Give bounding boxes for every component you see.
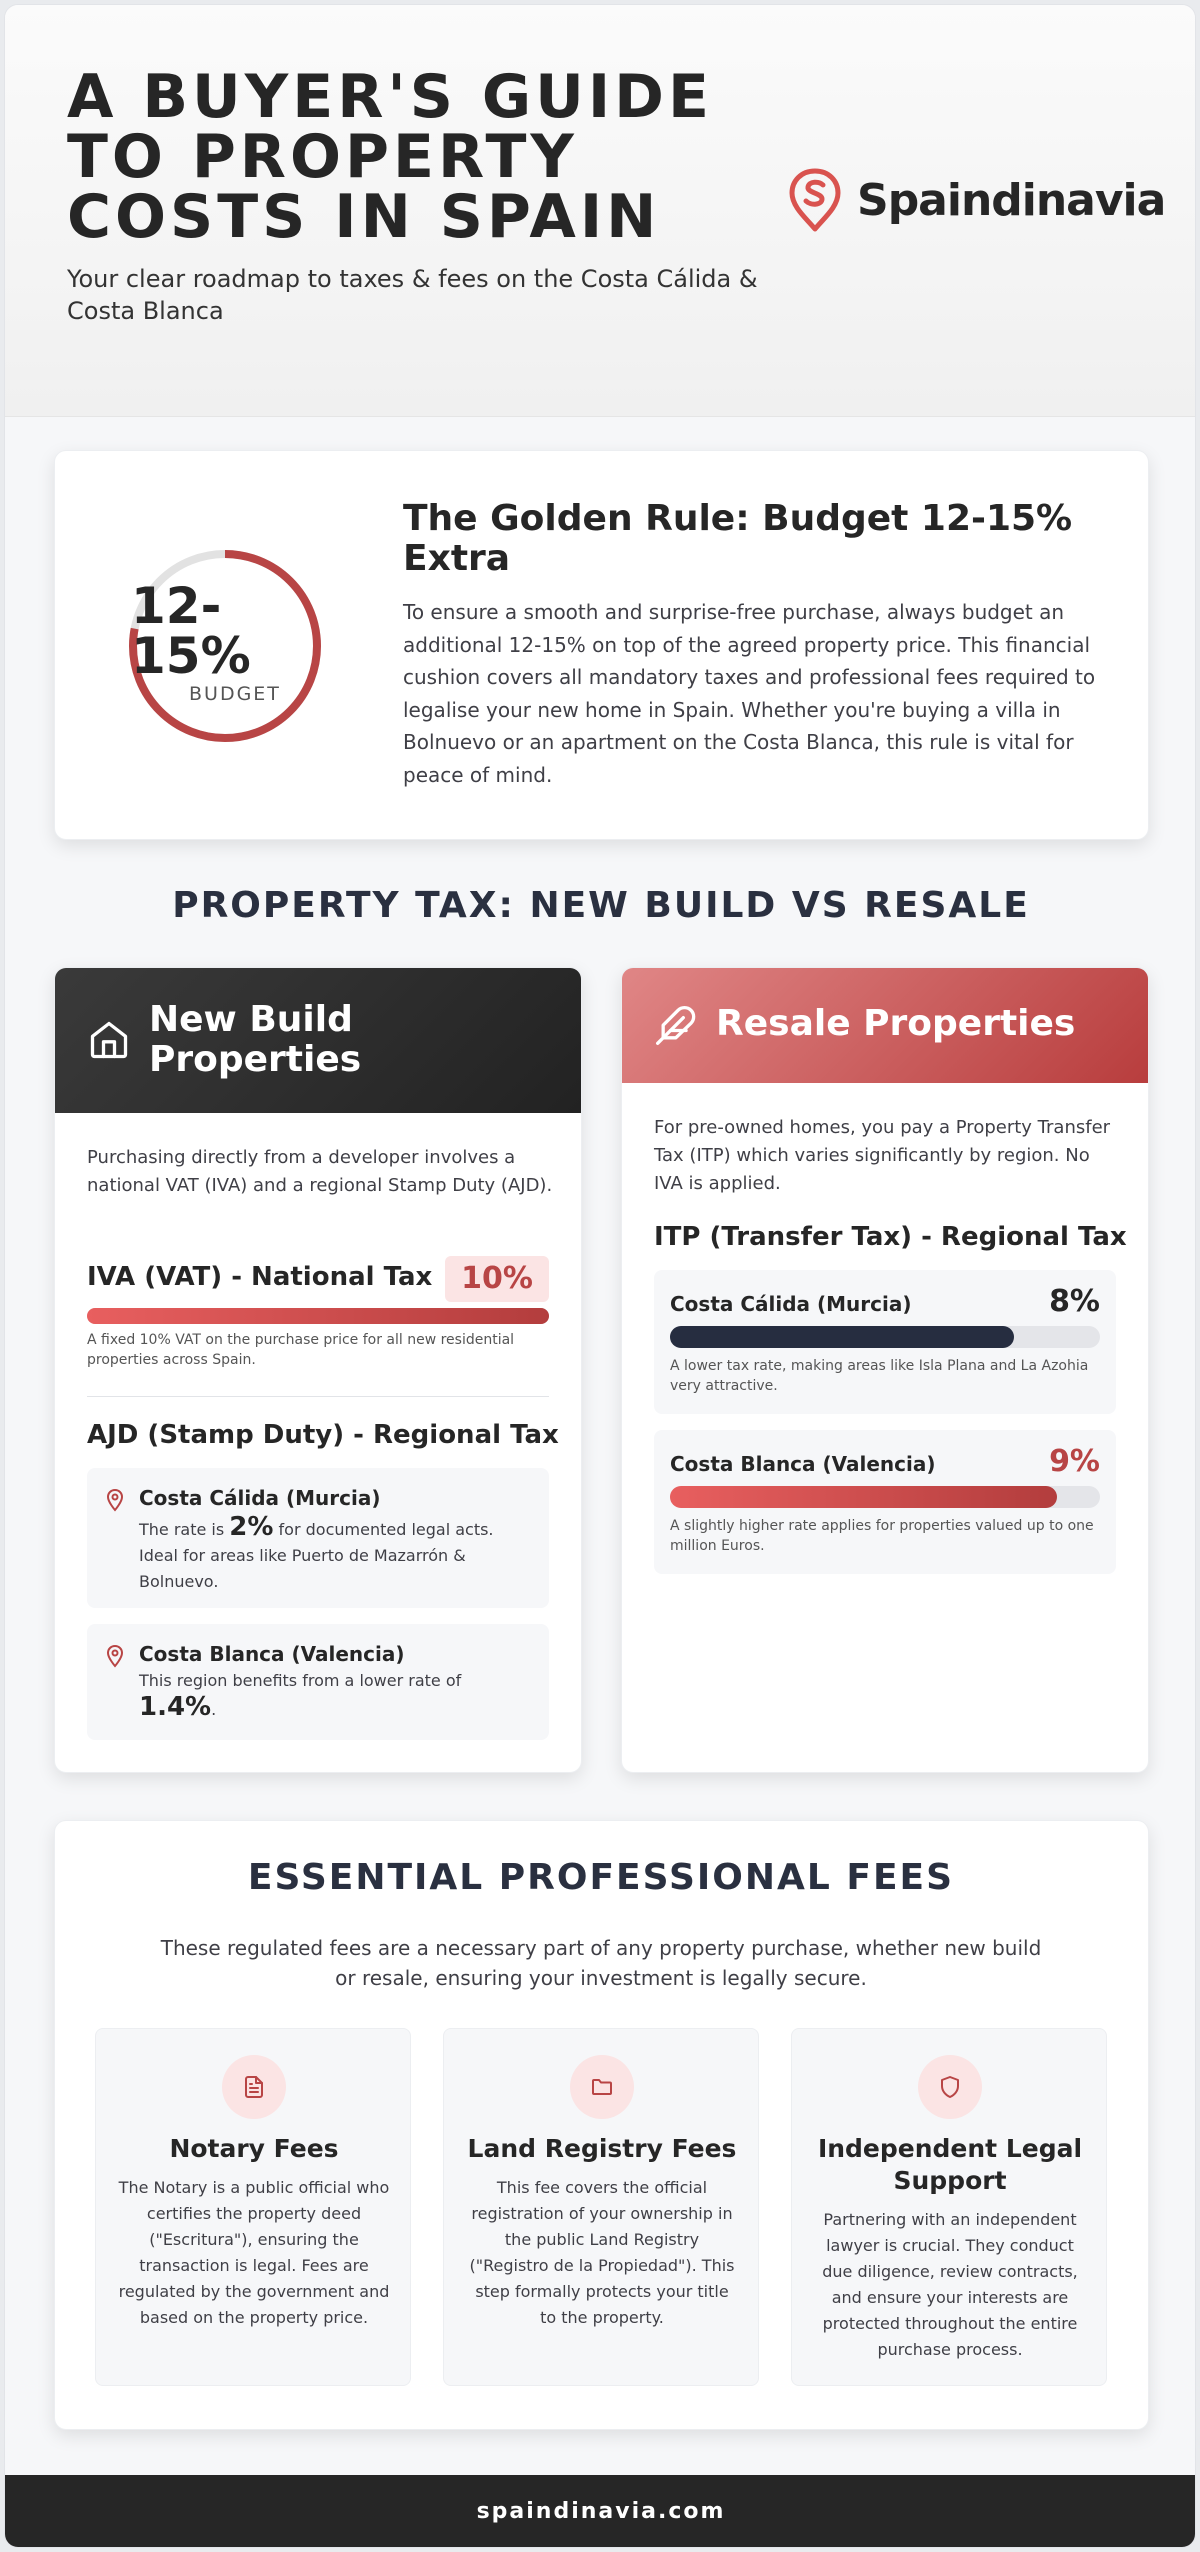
region-text: The rate is 2% for documented legal acts…: [139, 1514, 519, 1595]
fee-title: Notary Fees: [169, 2134, 339, 2163]
page-subtitle: Your clear roadmap to taxes & fees on th…: [67, 265, 758, 325]
document-icon: [245, 2076, 263, 2098]
region-name: Costa Cálida (Murcia): [139, 1486, 381, 1510]
region-text-before: This region benefits from a lower rate o…: [139, 1671, 462, 1690]
fee-icon-circle: [570, 2055, 634, 2119]
itp-note: A lower tax rate, making areas like Isla…: [670, 1358, 1089, 1394]
ajd-region-murcia: Costa Cálida (Murcia) The rate is 2% for…: [87, 1468, 549, 1608]
region-text-after: .: [211, 1700, 217, 1719]
region-text: This region benefits from a lower rate o…: [139, 1668, 519, 1723]
itp-bar: [670, 1486, 1100, 1508]
resale-header: Resale Properties: [622, 968, 1148, 1083]
itp-note: A slightly higher rate applies for prope…: [670, 1518, 1094, 1554]
house-icon: [90, 1021, 128, 1059]
iva-bar: [87, 1308, 549, 1324]
ring-label: BUDGET: [189, 683, 281, 705]
location-pin-s-icon: [789, 168, 841, 232]
shield-icon: [941, 2076, 959, 2098]
resale-card: Resale Properties For pre-owned homes, y…: [621, 967, 1149, 1773]
new-build-card: New Build Properties Purchasing directly…: [54, 967, 582, 1773]
brand-logo: Spaindinavia: [787, 165, 1166, 235]
itp-bar-fill: [670, 1326, 1014, 1348]
new-build-intro: Purchasing directly from a developer inv…: [87, 1147, 553, 1196]
infographic-page: A BUYER'S GUIDE TO PROPERTY COSTS IN SPA…: [4, 4, 1196, 2548]
fee-body: Partnering with an independent lawyer is…: [822, 2210, 1078, 2359]
region-name: Costa Blanca (Valencia): [139, 1642, 405, 1666]
fee-title: Independent Legal Support: [817, 2134, 1083, 2195]
itp-bar: [670, 1326, 1100, 1348]
fees-section-title: ESSENTIAL PROFESSIONAL FEES: [247, 1857, 955, 1898]
itp-region-pct: 9%: [1049, 1444, 1100, 1479]
itp-title: ITP (Transfer Tax) - Regional Tax: [654, 1222, 1127, 1252]
fee-card-land-registry: Land Registry Fees This fee covers the o…: [443, 2028, 759, 2386]
map-pin-icon: [106, 1644, 124, 1668]
region-rate: 1.4%: [139, 1692, 212, 1722]
itp-region-name: Costa Blanca (Valencia): [670, 1452, 936, 1476]
itp-region-murcia: Costa Cálida (Murcia) 8% A lower tax rat…: [654, 1270, 1116, 1414]
region-text-before: The rate is: [139, 1520, 230, 1539]
fees-intro: These regulated fees are a necessary par…: [160, 1936, 1042, 1990]
ring-value: 12-15%: [131, 577, 251, 685]
fee-body: This fee covers the official registratio…: [469, 2178, 735, 2327]
itp-region-pct: 8%: [1049, 1284, 1100, 1319]
fee-icon-circle: [222, 2055, 286, 2119]
budget-ring: [129, 550, 321, 742]
feather-quill-icon: [656, 1005, 696, 1045]
golden-rule-body: To ensure a smooth and surprise-free pur…: [403, 600, 1096, 787]
iva-note: A fixed 10% VAT on the purchase price fo…: [87, 1332, 515, 1368]
fee-icon-circle: [918, 2055, 982, 2119]
iva-pct-badge: 10%: [445, 1256, 549, 1302]
itp-region-valencia: Costa Blanca (Valencia) 9% A slightly hi…: [654, 1430, 1116, 1574]
budget-ring-progress: [129, 550, 321, 742]
fee-body: The Notary is a public official who cert…: [118, 2178, 390, 2327]
hero-header: A BUYER'S GUIDE TO PROPERTY COSTS IN SPA…: [5, 5, 1195, 417]
itp-bar-fill: [670, 1486, 1057, 1508]
ajd-title: AJD (Stamp Duty) - Regional Tax: [87, 1420, 559, 1450]
ajd-region-valencia: Costa Blanca (Valencia) This region bene…: [87, 1624, 549, 1740]
fee-title: Land Registry Fees: [467, 2134, 737, 2163]
region-rate: 2%: [229, 1512, 274, 1542]
resale-title: Resale Properties: [716, 1003, 1076, 1044]
iva-title: IVA (VAT) - National Tax: [87, 1262, 433, 1292]
golden-rule-title: The Golden Rule: Budget 12-15% Extra: [403, 498, 1073, 579]
resale-intro: For pre-owned homes, you pay a Property …: [654, 1117, 1111, 1194]
map-pin-icon: [106, 1488, 124, 1512]
property-tax-section-title: PROPERTY TAX: NEW BUILD VS RESALE: [172, 885, 1030, 926]
footer-website-link[interactable]: spaindinavia.com: [5, 2475, 1195, 2547]
page-title: A BUYER'S GUIDE TO PROPERTY COSTS IN SPA…: [67, 62, 713, 252]
iva-bar-fill: [87, 1308, 549, 1324]
new-build-header: New Build Properties: [55, 968, 581, 1113]
divider: [87, 1396, 549, 1397]
folder-icon: [592, 2079, 612, 2095]
new-build-title: New Build Properties: [149, 999, 362, 1080]
golden-rule-card: 12-15% BUDGET The Golden Rule: Budget 12…: [54, 450, 1149, 840]
fee-card-notary: Notary Fees The Notary is a public offic…: [95, 2028, 411, 2386]
itp-region-name: Costa Cálida (Murcia): [670, 1292, 912, 1316]
region-text-after: for documented legal acts. Ideal for are…: [139, 1520, 494, 1591]
fee-card-legal-support: Independent Legal Support Partnering wit…: [791, 2028, 1107, 2386]
logo-text: Spaindinavia: [857, 174, 1166, 226]
